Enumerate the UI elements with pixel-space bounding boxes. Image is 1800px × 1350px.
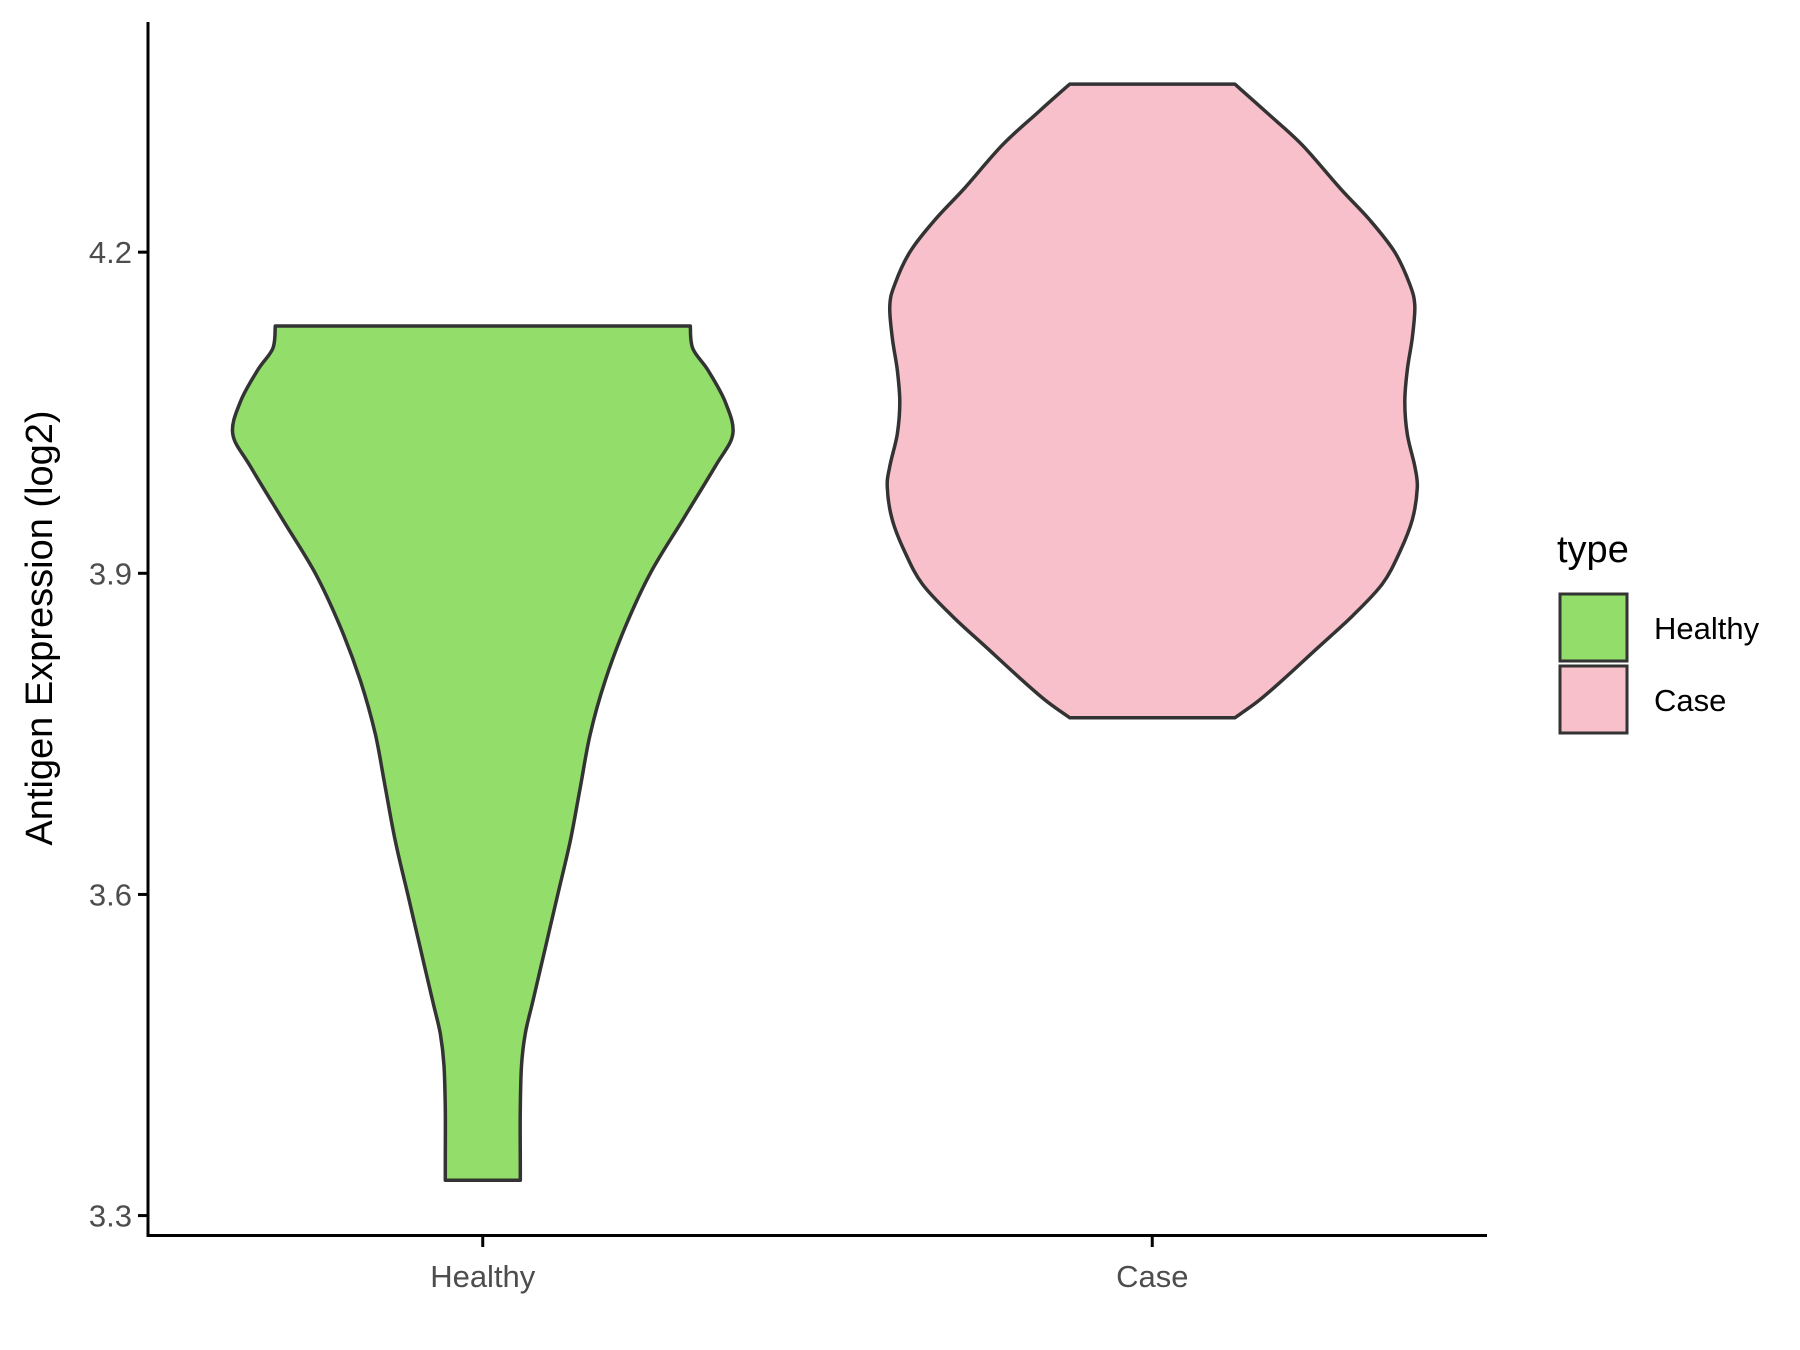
- legend-label-case: Case: [1654, 683, 1726, 718]
- y-axis-title: Antigen Expression (log2): [19, 410, 61, 845]
- violin-layer: [230, 82, 1420, 1183]
- violin-case: [885, 82, 1420, 720]
- x-tick-label: Healthy: [430, 1259, 536, 1294]
- x-tick-label: Case: [1116, 1259, 1188, 1294]
- y-tick-label: 3.3: [89, 1199, 132, 1234]
- violin-healthy: [230, 324, 735, 1183]
- y-ticks: 3.3 3.6 3.9 4.2: [89, 235, 148, 1234]
- y-tick-label: 4.2: [89, 235, 132, 270]
- legend: type Healthy Case: [1557, 529, 1760, 735]
- legend-title: type: [1557, 529, 1629, 571]
- y-tick-label: 3.9: [89, 556, 132, 591]
- legend-swatch-healthy: [1558, 592, 1629, 663]
- x-ticks: Healthy Case: [430, 1236, 1188, 1294]
- legend-label-healthy: Healthy: [1654, 611, 1760, 646]
- y-tick-label: 3.6: [89, 877, 132, 912]
- axes: [146, 22, 1487, 1237]
- legend-swatch-case: [1558, 664, 1629, 735]
